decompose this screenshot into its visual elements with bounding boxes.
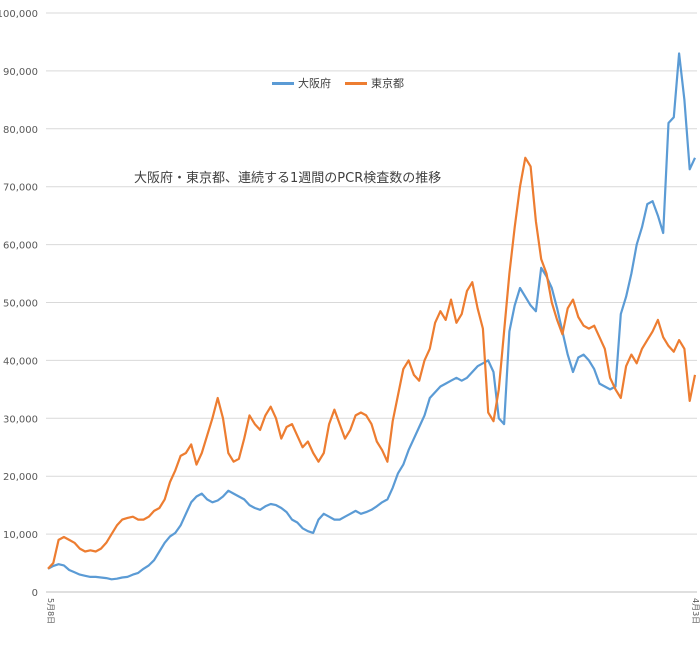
- y-tick-label: 20,000: [3, 472, 38, 483]
- gridlines: [46, 12, 697, 535]
- y-axis-tick-labels: 0 10,000 20,000 30,000 40,000 50,000 60,000 70,…: [0, 9, 38, 599]
- y-tick-label: 0: [32, 588, 38, 599]
- y-tick-label: 30,000: [3, 414, 38, 425]
- y-tick-label: 70,000: [3, 183, 38, 194]
- y-tick-label: 50,000: [3, 299, 38, 310]
- legend-swatch-tokyo: [345, 81, 367, 85]
- y-tick-label: 10,000: [3, 530, 38, 541]
- y-tick-label: 80,000: [3, 125, 38, 136]
- legend-label-osaka: 大阪府: [298, 77, 331, 90]
- series-line-tokyo: [47, 156, 697, 570]
- legend-swatch-osaka: [272, 81, 294, 85]
- series-line-osaka: [47, 52, 696, 581]
- legend: 大阪府 東京都: [272, 75, 418, 91]
- chart-title: 大阪府・東京都、連続する1週間のPCR検査数の推移: [134, 171, 442, 186]
- series-lines: [47, 52, 697, 581]
- x-tick-label: 4月3日: [691, 598, 700, 624]
- y-tick-label: 90,000: [3, 67, 38, 78]
- legend-item-tokyo: 東京都: [345, 75, 404, 91]
- x-axis: 5月8日 4月3日: [46, 591, 700, 624]
- legend-item-osaka: 大阪府: [272, 75, 331, 91]
- x-tick-label: 5月8日: [46, 598, 55, 624]
- legend-label-tokyo: 東京都: [371, 77, 404, 90]
- y-tick-label: 60,000: [3, 241, 38, 252]
- y-tick-label: 40,000: [3, 356, 38, 367]
- y-tick-label: 100,000: [0, 9, 38, 20]
